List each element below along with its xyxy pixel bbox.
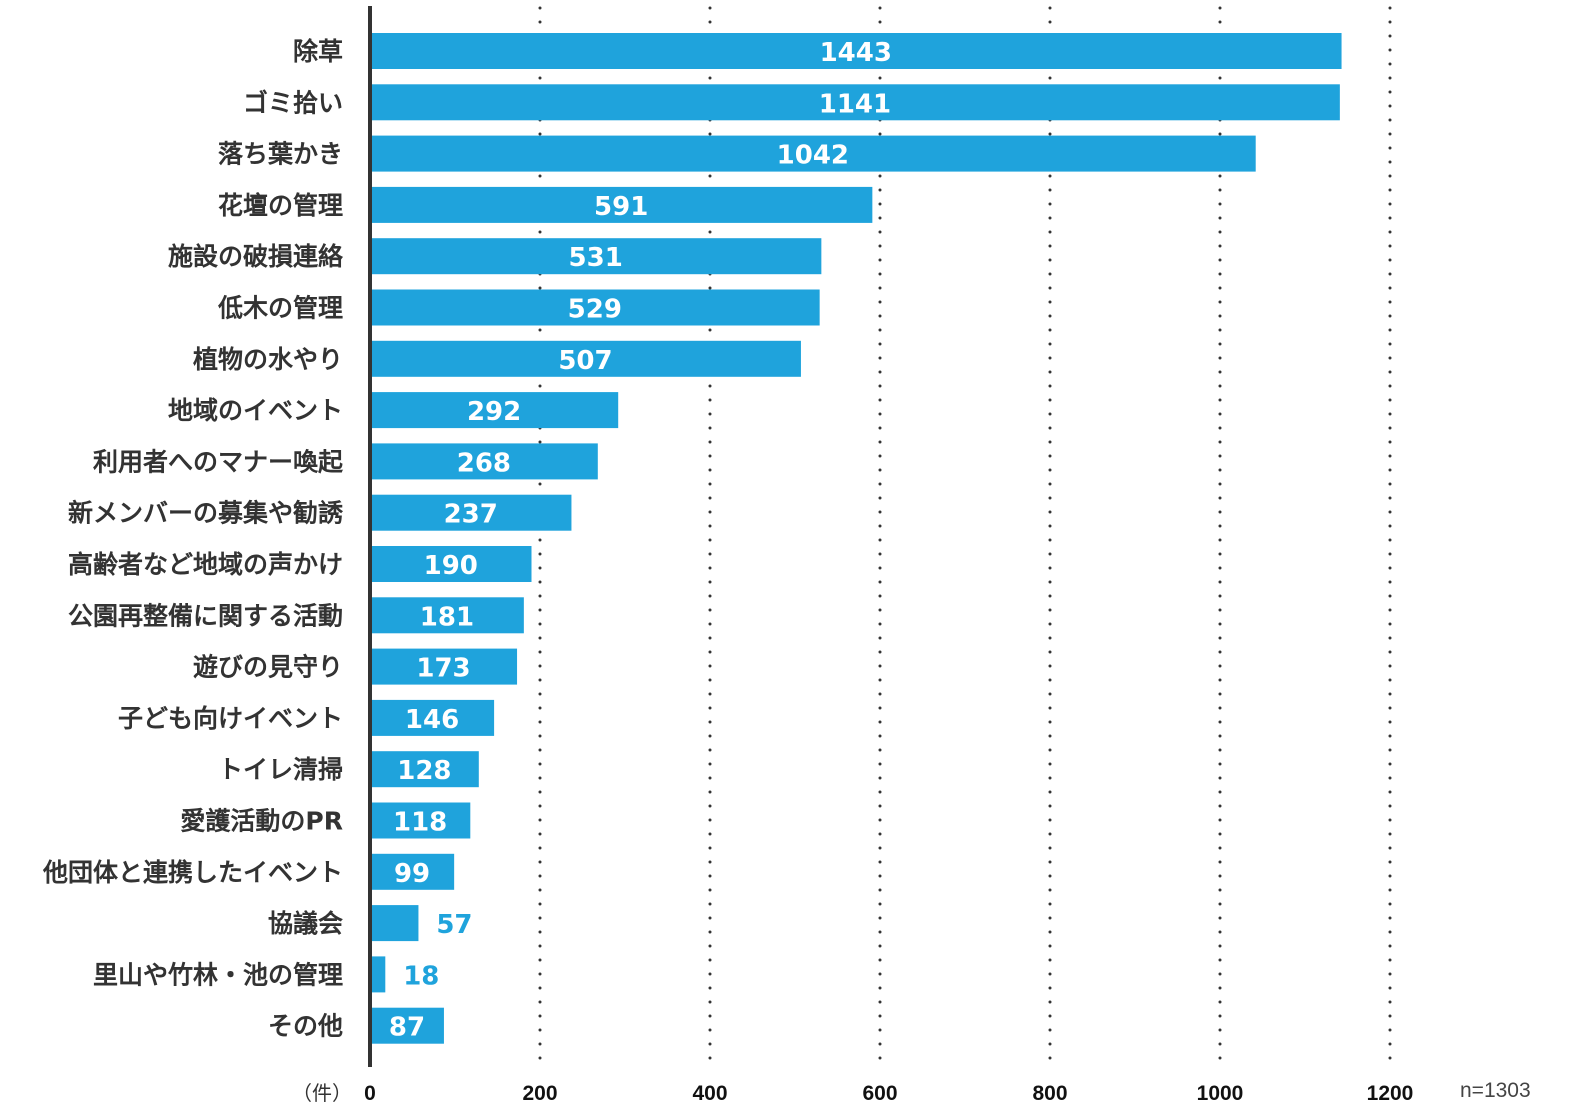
category-label: 協議会 bbox=[268, 909, 343, 938]
value-labels: 1443114110425915315295072922682371901811… bbox=[389, 38, 892, 1043]
x-tick-label: 0 bbox=[364, 1082, 376, 1105]
x-tick-labels: 0 200 400 600 800 1000 1200 bbox=[364, 1082, 1413, 1105]
data-label: 99 bbox=[394, 859, 430, 889]
bar bbox=[370, 853, 455, 890]
sample-size-label: n=1303 bbox=[1460, 1079, 1531, 1102]
bar bbox=[370, 648, 518, 685]
category-label: 愛護活動のPR bbox=[180, 807, 343, 836]
data-label: 1141 bbox=[819, 89, 891, 119]
category-label: 除草 bbox=[293, 37, 343, 66]
category-label: 地域のイベント bbox=[168, 396, 343, 425]
bar bbox=[370, 802, 471, 839]
bar bbox=[370, 956, 386, 993]
x-tick-label: 800 bbox=[1032, 1082, 1067, 1105]
data-label: 181 bbox=[420, 602, 474, 632]
category-label: ゴミ拾い bbox=[243, 88, 343, 117]
category-label: 他団体と連携したイベント bbox=[42, 858, 343, 887]
bar bbox=[370, 84, 1340, 121]
data-label: 1042 bbox=[777, 141, 849, 171]
data-label: 118 bbox=[393, 808, 447, 838]
x-tick-label: 400 bbox=[692, 1082, 727, 1105]
bar bbox=[370, 33, 1342, 69]
data-label: 57 bbox=[436, 910, 472, 940]
bar bbox=[370, 443, 598, 480]
category-label: 高齢者など地域の声かけ bbox=[68, 550, 343, 579]
category-label: 公園再整備に関する活動 bbox=[68, 601, 343, 630]
category-label: 低木の管理 bbox=[217, 294, 343, 323]
category-label: 子ども向けイベント bbox=[118, 704, 343, 733]
data-label: 237 bbox=[444, 500, 498, 530]
data-label: 531 bbox=[569, 243, 623, 273]
bars bbox=[370, 33, 1342, 1044]
bar bbox=[370, 546, 532, 582]
bar bbox=[370, 699, 495, 736]
data-label: 18 bbox=[403, 961, 439, 991]
data-label: 268 bbox=[457, 448, 511, 478]
category-label: 花壇の管理 bbox=[218, 191, 343, 220]
data-label: 173 bbox=[416, 654, 470, 684]
bar bbox=[370, 186, 873, 223]
x-tick-label: 1000 bbox=[1197, 1082, 1244, 1105]
bar bbox=[370, 238, 822, 275]
data-label: 591 bbox=[594, 192, 648, 222]
bar bbox=[370, 751, 479, 788]
bar bbox=[370, 1007, 444, 1044]
bar bbox=[370, 340, 801, 377]
bar bbox=[370, 135, 1256, 172]
bar bbox=[370, 494, 572, 531]
data-label: 128 bbox=[397, 756, 451, 786]
category-label: 遊びの見守り bbox=[193, 653, 343, 682]
category-label: 落ち葉かき bbox=[218, 140, 343, 169]
data-label: 292 bbox=[467, 397, 521, 427]
bar bbox=[370, 597, 524, 634]
unit-label: （件） bbox=[292, 1081, 352, 1105]
bar bbox=[370, 289, 820, 326]
data-label: 507 bbox=[558, 346, 612, 376]
data-label: 87 bbox=[389, 1013, 425, 1043]
category-label: その他 bbox=[268, 1012, 343, 1041]
category-label: トイレ清掃 bbox=[218, 755, 343, 784]
category-label: 利用者へのマナー喚起 bbox=[93, 447, 344, 476]
x-tick-label: 200 bbox=[522, 1082, 557, 1105]
data-label: 146 bbox=[405, 705, 459, 735]
data-label: 190 bbox=[424, 551, 478, 581]
bar bbox=[370, 905, 419, 942]
data-label: 529 bbox=[568, 295, 622, 325]
bar bbox=[370, 392, 619, 429]
category-label: 植物の水やり bbox=[193, 345, 343, 374]
grid-lines bbox=[538, 6, 1392, 1069]
category-labels: 除草ゴミ拾い落ち葉かき花壇の管理施設の破損連絡低木の管理植物の水やり地域のイベン… bbox=[42, 37, 344, 1041]
category-label: 施設の破損連絡 bbox=[168, 242, 344, 271]
x-tick-label: 1200 bbox=[1367, 1082, 1414, 1105]
category-label: 里山や竹林・池の管理 bbox=[93, 960, 343, 989]
x-tick-label: 600 bbox=[862, 1082, 897, 1105]
data-label: 1443 bbox=[820, 38, 892, 68]
category-label: 新メンバーの募集や勧誘 bbox=[68, 499, 344, 528]
